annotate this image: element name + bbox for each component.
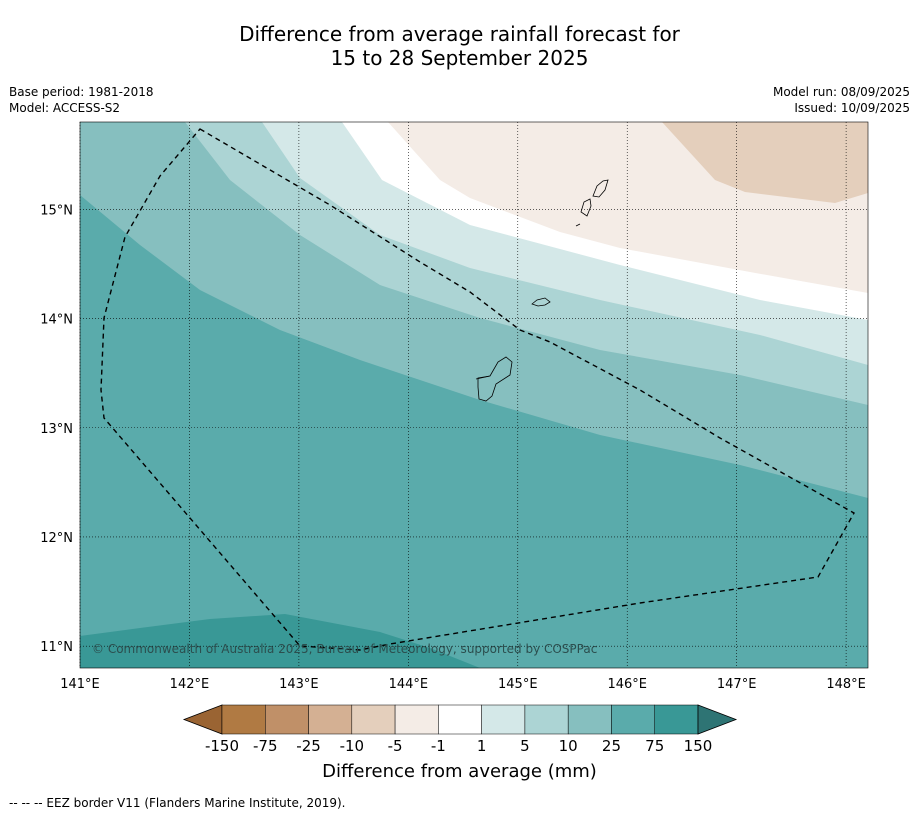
colorbar-tick-label: -25	[296, 737, 321, 755]
island-aguijan	[575, 223, 581, 227]
base-period-label: Base period: 1981-2018	[9, 85, 154, 99]
colorbar-tick-label: 1	[477, 737, 487, 755]
issued-label: Issued: 10/09/2025	[794, 101, 910, 115]
x-tick-label: 144°E	[389, 677, 429, 692]
y-tick-label: 15°N	[40, 203, 73, 218]
x-tick-label: 143°E	[279, 677, 319, 692]
colorbar-tick-label: 150	[684, 737, 713, 755]
y-tick-labels: 11°N 12°N 13°N 14°N 15°N	[40, 203, 73, 655]
chart-title: Difference from average rainfall forecas…	[0, 22, 919, 70]
band-minus10-minus5	[662, 122, 868, 203]
colorbar-tick-label: 5	[520, 737, 530, 755]
copyright-notice: © Commonwealth of Australia 2025, Bureau…	[92, 642, 597, 656]
island-guam-reef	[475, 375, 491, 380]
eez-border	[100, 128, 855, 651]
x-tick-label: 148°E	[826, 677, 866, 692]
island-tinian	[580, 198, 592, 217]
colorbar-segment	[567, 704, 612, 735]
title-line-1: Difference from average rainfall forecas…	[239, 22, 680, 46]
x-tick-label: 145°E	[498, 677, 538, 692]
meta-right: Model run: 08/09/2025 Issued: 10/09/2025	[773, 84, 910, 116]
colorbar-segment	[265, 704, 309, 735]
y-tick-label: 12°N	[40, 531, 73, 546]
colorbar-segment	[611, 704, 655, 735]
colorbar-segment	[481, 704, 526, 735]
colorbar-segment	[308, 704, 353, 735]
plot-frame	[79, 121, 869, 669]
colorbar-extend-high	[697, 704, 738, 735]
colorbar-segment	[524, 704, 569, 735]
title-line-2: 15 to 28 September 2025	[330, 46, 589, 70]
eez-legend-note: -- -- -- EEZ border V11 (Flanders Marine…	[9, 796, 346, 810]
colorbar-tick-label: -5	[388, 737, 403, 755]
colorbar-segment	[654, 704, 699, 735]
contour-fills	[80, 122, 868, 668]
colorbar-tick-labels: -150 -75 -25 -10 -5 -1 1 5 10 25 75 150	[205, 737, 712, 755]
model-label: Model: ACCESS-S2	[9, 101, 121, 115]
colorbar-tick-label: 25	[602, 737, 621, 755]
colorbar-tick-label: -150	[205, 737, 239, 755]
y-tick-label: 11°N	[40, 640, 73, 655]
colorbar-label: Difference from average (mm)	[322, 761, 597, 782]
y-tick-label: 14°N	[40, 313, 73, 328]
colorbar-tick-label: 75	[645, 737, 664, 755]
island-guam	[477, 356, 513, 402]
colorbar	[182, 704, 738, 735]
colorbar-segment	[438, 704, 482, 735]
x-tick-label: 146°E	[607, 677, 647, 692]
colorbar-segment	[351, 704, 396, 735]
x-tick-labels: 141°E 142°E 143°E 144°E 145°E 146°E 147°E 148°E	[60, 677, 866, 692]
meta-left: Base period: 1981-2018 Model: ACCESS-S2	[9, 84, 154, 116]
colorbar-extend-low	[182, 704, 223, 735]
island-rota	[531, 297, 551, 307]
islands	[475, 179, 609, 402]
graticule	[79, 122, 868, 668]
island-saipan	[592, 179, 609, 198]
band-75-150	[80, 614, 480, 668]
x-tick-label: 147°E	[717, 677, 757, 692]
colorbar-tick-label: -1	[431, 737, 446, 755]
x-tick-label: 141°E	[60, 677, 100, 692]
model-run-label: Model run: 08/09/2025	[772, 85, 910, 99]
x-tick-label: 142°E	[170, 677, 210, 692]
y-tick-label: 13°N	[40, 422, 73, 437]
colorbar-segment	[394, 704, 439, 735]
colorbar-segment	[221, 704, 266, 735]
colorbar-tick-label: -10	[340, 737, 365, 755]
colorbar-tick-label: 10	[559, 737, 578, 755]
colorbar-tick-label: -75	[253, 737, 278, 755]
